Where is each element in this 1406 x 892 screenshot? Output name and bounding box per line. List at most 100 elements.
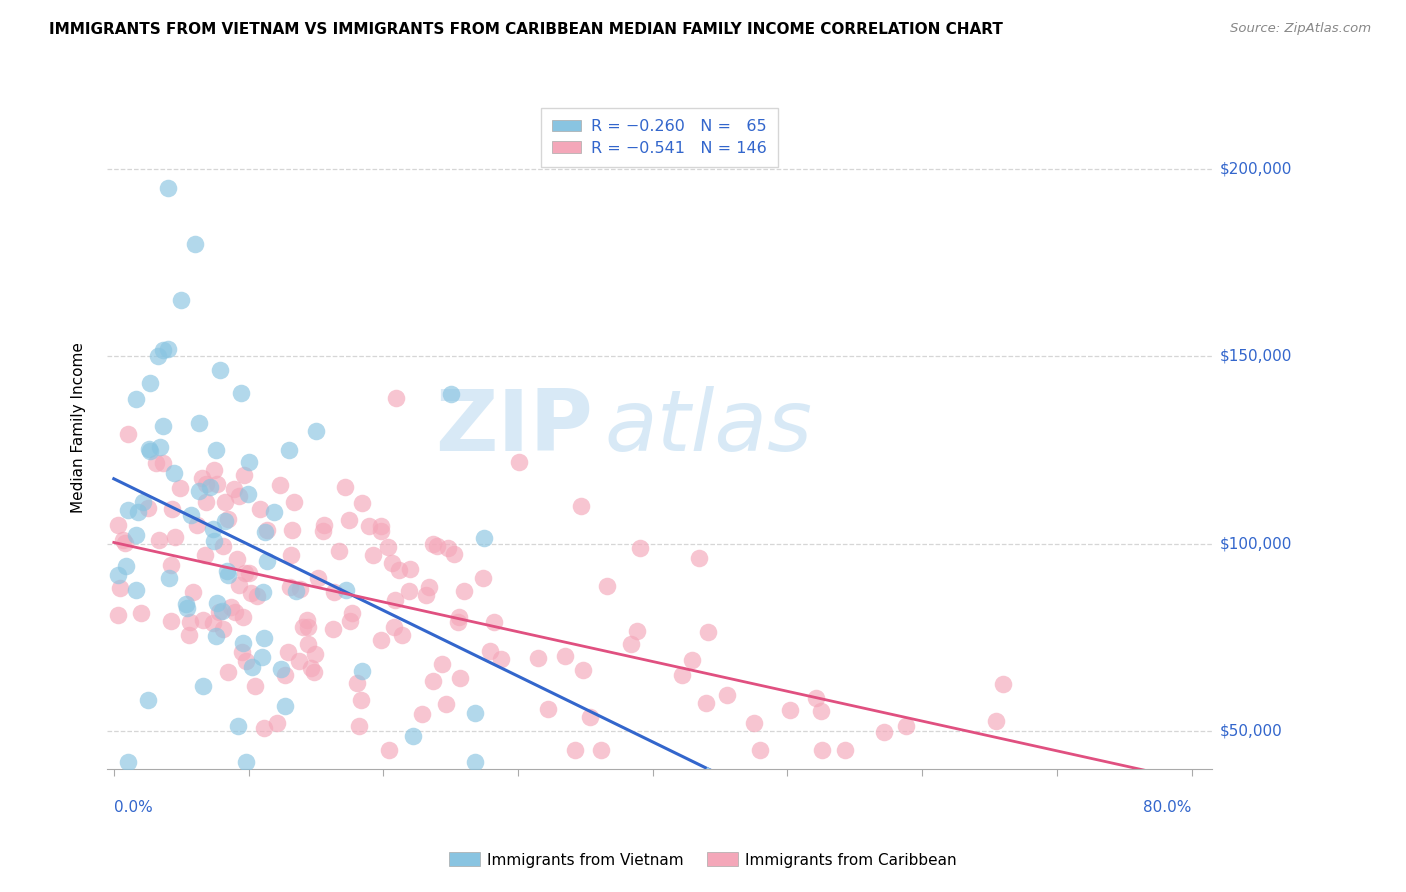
Point: [472, 571, 495, 585]
Point: [163, 467, 186, 481]
Point: [240, 659, 263, 673]
Text: IMMIGRANTS FROM VIETNAM VS IMMIGRANTS FROM CARIBBEAN MEDIAN FAMILY INCOME CORREL: IMMIGRANTS FROM VIETNAM VS IMMIGRANTS FR…: [49, 22, 1002, 37]
Point: [292, 620, 315, 634]
Point: [278, 443, 301, 458]
Point: [564, 743, 586, 757]
Point: [188, 416, 211, 430]
Text: $150,000: $150,000: [1220, 349, 1292, 364]
Point: [209, 362, 232, 376]
Point: [283, 494, 305, 508]
Point: [152, 343, 174, 358]
Point: [274, 668, 297, 682]
Point: [138, 442, 160, 457]
Point: [117, 755, 139, 769]
Text: $200,000: $200,000: [1220, 161, 1292, 177]
Point: [779, 703, 801, 717]
Point: [201, 522, 224, 536]
Point: [554, 649, 576, 664]
Point: [266, 716, 288, 731]
Point: [228, 577, 250, 591]
Point: [194, 548, 217, 562]
Point: [152, 456, 174, 470]
Point: [131, 495, 153, 509]
Point: [202, 463, 225, 477]
Point: [297, 636, 319, 650]
Point: [114, 536, 136, 550]
Point: [107, 568, 129, 582]
Point: [214, 514, 236, 528]
Point: [464, 755, 486, 769]
Point: [228, 489, 250, 503]
Point: [240, 585, 263, 599]
Point: [284, 584, 307, 599]
Point: [281, 523, 304, 537]
Point: [226, 719, 249, 733]
Point: [274, 698, 297, 713]
Point: [202, 534, 225, 549]
Legend: Immigrants from Vietnam, Immigrants from Caribbean: Immigrants from Vietnam, Immigrants from…: [443, 847, 963, 873]
Point: [236, 487, 259, 501]
Point: [579, 710, 602, 724]
Point: [422, 537, 444, 551]
Point: [350, 664, 373, 678]
Point: [810, 704, 832, 718]
Point: [204, 443, 226, 458]
Point: [304, 647, 326, 661]
Point: [370, 632, 392, 647]
Point: [232, 636, 254, 650]
Point: [472, 531, 495, 545]
Point: [357, 519, 380, 533]
Point: [170, 293, 193, 307]
Point: [299, 661, 322, 675]
Point: [697, 625, 720, 640]
Point: [233, 467, 256, 482]
Point: [415, 588, 437, 602]
Point: [381, 556, 404, 570]
Point: [443, 548, 465, 562]
Point: [263, 505, 285, 519]
Point: [277, 645, 299, 659]
Point: [340, 607, 363, 621]
Point: [335, 583, 357, 598]
Point: [252, 649, 274, 664]
Point: [180, 508, 202, 523]
Point: [399, 562, 422, 576]
Text: $50,000: $50,000: [1220, 724, 1282, 739]
Text: ZIP: ZIP: [436, 386, 593, 469]
Point: [148, 533, 170, 547]
Point: [129, 606, 152, 620]
Point: [115, 558, 138, 573]
Legend: R = −0.260   N =   65, R = −0.541   N = 146: R = −0.260 N = 65, R = −0.541 N = 146: [541, 108, 778, 167]
Point: [125, 582, 148, 597]
Point: [152, 419, 174, 434]
Point: [426, 539, 449, 553]
Point: [249, 501, 271, 516]
Point: [527, 651, 550, 665]
Text: 0.0%: 0.0%: [114, 799, 153, 814]
Point: [156, 342, 179, 356]
Point: [117, 502, 139, 516]
Point: [453, 584, 475, 599]
Point: [243, 679, 266, 693]
Point: [323, 585, 346, 599]
Point: [205, 596, 228, 610]
Text: 80.0%: 80.0%: [1143, 799, 1192, 814]
Point: [235, 654, 257, 668]
Point: [235, 755, 257, 769]
Point: [253, 631, 276, 645]
Y-axis label: Median Family Income: Median Family Income: [72, 343, 86, 513]
Point: [110, 582, 132, 596]
Point: [378, 743, 401, 757]
Point: [136, 692, 159, 706]
Point: [224, 483, 246, 497]
Point: [174, 598, 197, 612]
Point: [288, 582, 311, 596]
Point: [305, 425, 328, 439]
Point: [214, 495, 236, 509]
Point: [256, 554, 278, 568]
Point: [312, 524, 335, 539]
Point: [422, 673, 444, 688]
Point: [810, 743, 832, 757]
Point: [231, 645, 253, 659]
Point: [136, 501, 159, 516]
